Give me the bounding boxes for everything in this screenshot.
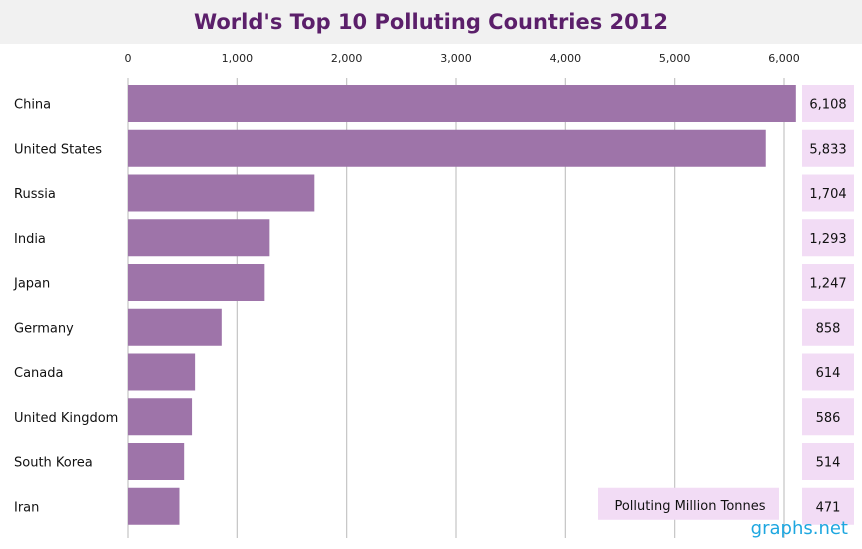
value-label-box <box>802 398 854 436</box>
category-label: Iran <box>14 500 39 515</box>
tick-label: 2,000 <box>331 52 363 65</box>
watermark: graphs.net <box>750 518 848 539</box>
value-label-box <box>802 487 854 525</box>
bar <box>128 443 185 480</box>
value-label-box <box>802 264 854 301</box>
value-label: 586 <box>816 411 841 426</box>
category-label: Germany <box>14 321 74 336</box>
bar <box>128 398 193 436</box>
tick-label: 6,000 <box>768 52 800 65</box>
category-label: Canada <box>14 366 63 381</box>
bar <box>128 353 196 391</box>
chart-title: World's Top 10 Polluting Countries 2012 <box>193 10 669 34</box>
value-label: 514 <box>816 456 841 471</box>
value-label-box <box>802 443 854 480</box>
tick-label: 5,000 <box>659 52 691 65</box>
value-label: 1,704 <box>809 187 846 202</box>
bar <box>128 308 222 346</box>
value-label: 614 <box>816 366 841 381</box>
bar <box>128 219 270 257</box>
category-label: China <box>14 98 51 113</box>
value-label-box <box>802 353 854 391</box>
category-label: South Korea <box>14 456 93 471</box>
value-label-box <box>802 85 854 122</box>
value-label-box <box>802 129 854 167</box>
category-label: United States <box>14 142 102 157</box>
bar <box>128 264 265 301</box>
value-label: 6,108 <box>809 98 846 113</box>
tick-label: 0 <box>125 52 132 65</box>
value-label: 1,247 <box>809 277 846 292</box>
value-label-box <box>802 308 854 346</box>
tick-label: 4,000 <box>550 52 582 65</box>
annotation-box <box>598 487 779 520</box>
value-label: 471 <box>816 500 841 515</box>
bar <box>128 85 796 122</box>
bar <box>128 129 766 167</box>
bar <box>128 487 180 525</box>
value-label-box <box>802 219 854 257</box>
category-label: Russia <box>14 187 56 202</box>
annotation-label: Polluting Million Tonnes <box>614 499 765 514</box>
value-label-box <box>802 174 854 212</box>
value-label: 1,293 <box>809 232 846 247</box>
category-label: India <box>14 232 46 247</box>
value-label: 858 <box>816 321 841 336</box>
bar <box>128 174 315 212</box>
title-bar <box>0 0 862 44</box>
category-label: United Kingdom <box>14 411 118 426</box>
tick-label: 3,000 <box>440 52 472 65</box>
value-label: 5,833 <box>809 142 846 157</box>
category-label: Japan <box>13 277 50 292</box>
tick-label: 1,000 <box>222 52 254 65</box>
